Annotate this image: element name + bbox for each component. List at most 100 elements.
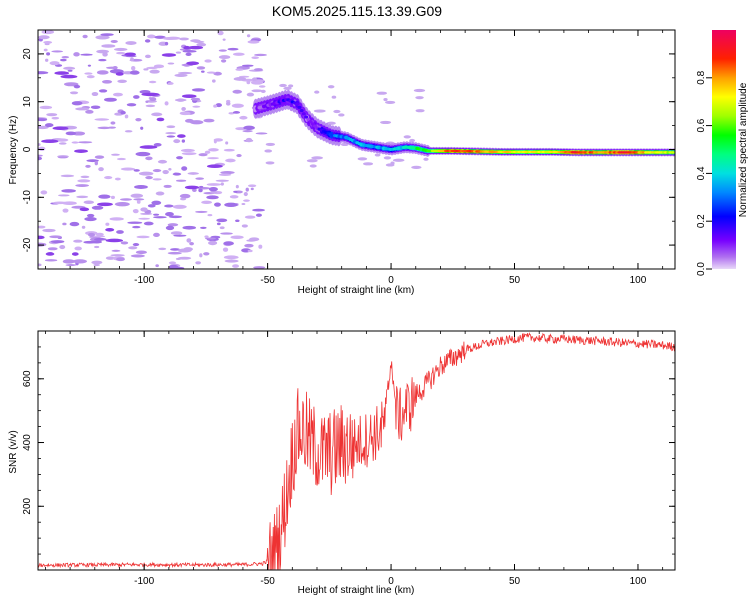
noise-speckle: [38, 154, 43, 157]
noise-speckle: [232, 111, 241, 114]
noise-speckle: [217, 30, 224, 36]
noise-speckle: [279, 83, 287, 88]
y-tick-label: 200: [22, 497, 33, 514]
noise-speckle: [246, 34, 251, 38]
noise-speckle: [177, 71, 193, 75]
noise-speckle: [145, 175, 153, 180]
noise-speckle: [204, 237, 216, 240]
snr-x-axis-label: Height of straight line (km): [298, 585, 415, 596]
noise-speckle: [129, 70, 140, 75]
noise-speckle: [374, 153, 381, 157]
noise-speckle: [223, 255, 239, 260]
noise-speckle: [208, 148, 219, 152]
noise-speckle: [146, 66, 158, 70]
noise-speckle: [71, 101, 83, 106]
noise-speckle: [82, 34, 88, 39]
noise-blob: [45, 252, 55, 256]
noise-speckle: [148, 80, 157, 84]
noise-speckle: [133, 198, 145, 201]
noise-speckle: [254, 53, 267, 57]
colorbar-tick-label: 0.0: [696, 262, 707, 276]
noise-speckle: [166, 36, 181, 40]
noise-speckle: [44, 259, 58, 262]
noise-speckle: [60, 174, 75, 178]
noise-speckle: [170, 231, 183, 235]
noise-speckle: [91, 260, 103, 265]
noise-speckle: [166, 125, 176, 129]
noise-speckle: [309, 164, 317, 168]
noise-blob: [183, 45, 191, 50]
noise-speckle: [131, 66, 136, 71]
noise-speckle: [213, 104, 218, 108]
noise-speckle: [147, 204, 156, 208]
noise-speckle: [175, 179, 187, 182]
noise-speckle: [189, 120, 204, 125]
noise-speckle: [152, 169, 162, 173]
noise-speckle: [98, 58, 107, 62]
noise-speckle: [170, 248, 180, 251]
noise-speckle: [245, 137, 253, 143]
noise-speckle: [258, 85, 266, 88]
x-tick-label: -100: [134, 576, 154, 587]
noise-speckle: [80, 53, 93, 56]
noise-speckle: [153, 216, 167, 219]
noise-speckle: [149, 69, 160, 74]
noise-speckle: [247, 249, 253, 253]
noise-speckle: [104, 97, 117, 102]
noise-speckle: [230, 235, 244, 239]
noise-speckle: [127, 221, 143, 224]
noise-blob: [74, 149, 88, 153]
noise-speckle: [247, 184, 257, 188]
noise-speckle: [204, 59, 212, 63]
noise-speckle: [138, 217, 151, 220]
noise-speckle: [180, 148, 195, 153]
noise-speckle: [124, 114, 129, 119]
noise-speckle: [288, 84, 294, 88]
noise-speckle: [154, 35, 166, 39]
noise-speckle: [251, 56, 259, 59]
y-tick-label: 400: [22, 434, 33, 451]
noise-speckle: [83, 200, 95, 204]
snr-frame: [37, 330, 676, 571]
noise-speckle: [87, 64, 92, 67]
noise-speckle: [255, 213, 262, 217]
noise-speckle: [145, 156, 153, 161]
noise-blob: [141, 92, 160, 97]
noise-speckle: [167, 251, 182, 255]
noise-speckle: [187, 172, 199, 175]
noise-speckle: [91, 91, 99, 97]
noise-speckle: [182, 50, 197, 53]
noise-blob: [115, 72, 124, 76]
noise-speckle: [233, 77, 247, 81]
noise-blob: [181, 94, 197, 98]
noise-speckle: [65, 131, 77, 136]
noise-blob: [184, 185, 200, 190]
ridge-core: [306, 118, 311, 122]
noise-speckle: [62, 201, 77, 206]
noise-blob: [71, 252, 79, 256]
noise-speckle: [94, 118, 110, 121]
noise-speckle: [179, 197, 187, 201]
noise-speckle: [253, 266, 266, 269]
noise-blob: [60, 74, 78, 79]
noise-speckle: [114, 47, 128, 51]
noise-speckle: [175, 51, 182, 54]
x-tick-label: 0: [388, 576, 394, 587]
frequency-ridge-layer: [252, 89, 675, 157]
noise-speckle: [107, 126, 116, 129]
noise-speckle: [78, 141, 93, 144]
noise-speckle: [124, 130, 133, 133]
noise-speckle: [313, 109, 326, 113]
noise-speckle: [415, 109, 425, 113]
noise-speckle: [177, 248, 192, 253]
noise-speckle: [172, 204, 187, 209]
noise-speckle: [91, 240, 103, 244]
noise-speckle: [69, 91, 79, 95]
noise-speckle: [201, 200, 213, 205]
noise-speckle: [57, 156, 68, 159]
noise-speckle: [246, 80, 251, 85]
noise-speckle: [247, 40, 260, 44]
noise-speckle: [166, 135, 176, 138]
noise-speckle: [203, 118, 215, 123]
